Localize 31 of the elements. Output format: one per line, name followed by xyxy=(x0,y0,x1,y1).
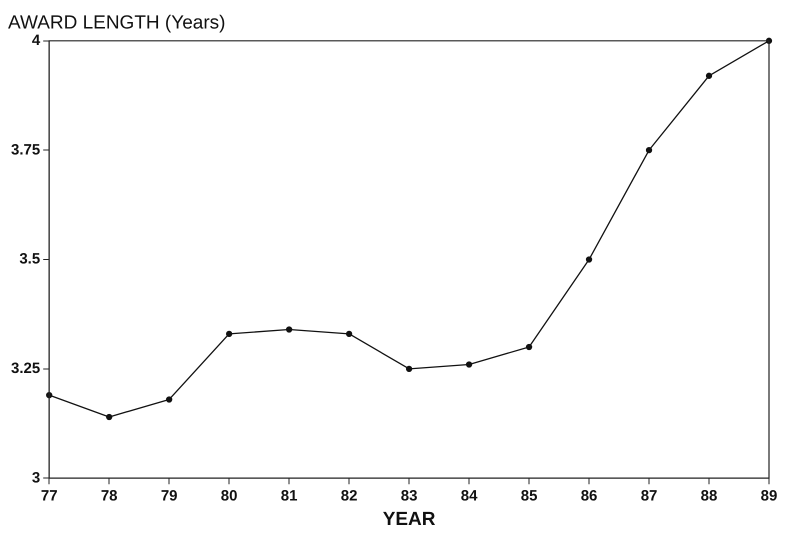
x-tick-label: 83 xyxy=(400,487,418,504)
x-tick-label: 77 xyxy=(40,487,58,504)
point xyxy=(166,396,172,403)
point xyxy=(466,361,472,368)
x-tick-label: 85 xyxy=(520,487,538,504)
x-tick-label: 87 xyxy=(640,487,658,504)
y-tick-label: 3 xyxy=(32,469,40,486)
x-tick-label: 88 xyxy=(700,487,718,504)
point xyxy=(406,366,412,372)
point xyxy=(706,72,712,79)
point xyxy=(526,344,532,350)
x-axis-title: YEAR xyxy=(382,508,436,530)
point xyxy=(346,330,352,338)
x-tick-label: 79 xyxy=(160,487,178,504)
x-tick-label: 81 xyxy=(280,487,298,504)
point xyxy=(226,330,232,338)
y-tick-label: 4 xyxy=(32,32,41,49)
x-tick-label: 80 xyxy=(220,487,238,504)
y-tick-label: 3.5 xyxy=(19,250,40,268)
point xyxy=(646,147,652,154)
point xyxy=(586,256,592,263)
x-tick-label: 89 xyxy=(760,487,778,504)
y-tick-label: 3.75 xyxy=(10,141,40,158)
point xyxy=(106,414,112,420)
x-tick-label: 78 xyxy=(100,487,118,504)
x-tick-label: 84 xyxy=(460,487,478,504)
x-tick-label: 86 xyxy=(580,487,598,504)
x-tick-label: 82 xyxy=(340,487,358,504)
chart-title: AWARD LENGTH (Years) xyxy=(8,12,226,34)
point xyxy=(286,326,292,333)
y-tick-label: 3.25 xyxy=(10,360,40,377)
